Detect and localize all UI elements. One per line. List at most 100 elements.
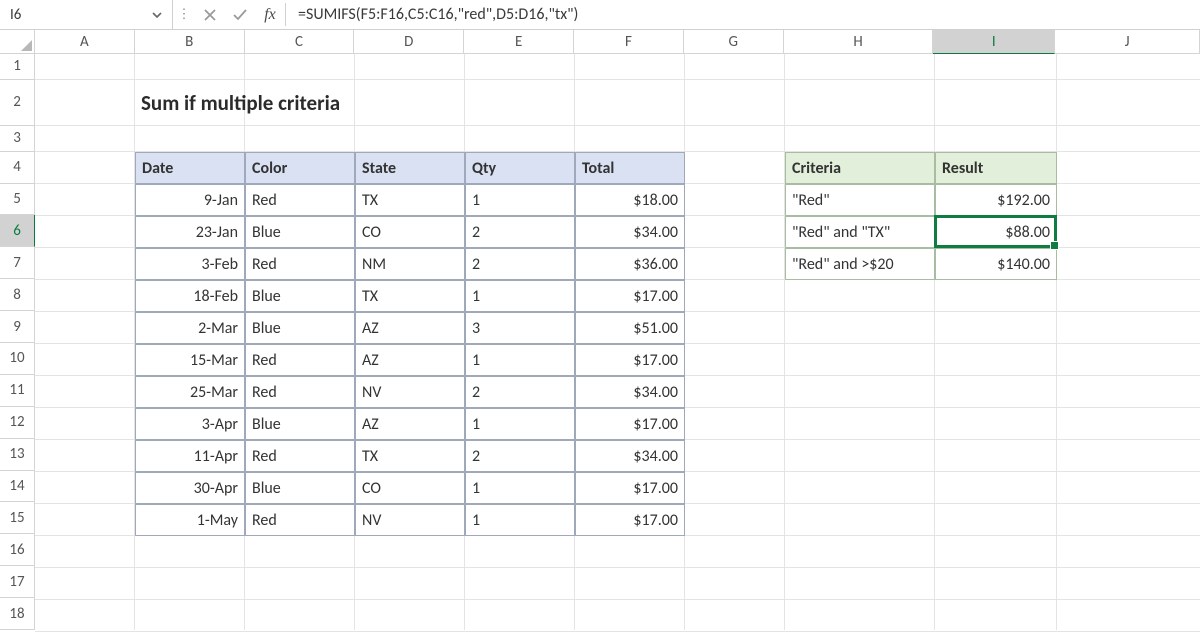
- formula-input[interactable]: =SUMIFS(F5:F16,C5:C16,"red",D5:D16,"tx"): [286, 0, 1200, 29]
- row-header-1[interactable]: 1: [0, 54, 35, 80]
- cell-E9[interactable]: 3: [465, 312, 575, 344]
- cell-E15[interactable]: 1: [465, 504, 575, 536]
- cell-D13[interactable]: TX: [355, 440, 465, 472]
- cell-B10[interactable]: 15-Mar: [135, 344, 245, 376]
- cell-D14[interactable]: CO: [355, 472, 465, 504]
- cell-H4[interactable]: Criteria: [785, 152, 935, 184]
- column-header-F[interactable]: F: [574, 30, 684, 54]
- row-header-11[interactable]: 11: [0, 375, 35, 407]
- cell-F11[interactable]: $34.00: [575, 376, 685, 408]
- cell-B12[interactable]: 3-Apr: [135, 408, 245, 440]
- cell-E8[interactable]: 1: [465, 280, 575, 312]
- row-header-9[interactable]: 9: [0, 311, 35, 343]
- cell-F9[interactable]: $51.00: [575, 312, 685, 344]
- cell-E7[interactable]: 2: [465, 248, 575, 280]
- column-header-E[interactable]: E: [464, 30, 574, 54]
- cell-C15[interactable]: Red: [245, 504, 355, 536]
- cell-D11[interactable]: NV: [355, 376, 465, 408]
- cell-D4[interactable]: State: [355, 152, 465, 184]
- cell-B11[interactable]: 25-Mar: [135, 376, 245, 408]
- cell-E10[interactable]: 1: [465, 344, 575, 376]
- cell-B15[interactable]: 1-May: [135, 504, 245, 536]
- cell-F14[interactable]: $17.00: [575, 472, 685, 504]
- column-header-G[interactable]: G: [684, 30, 784, 54]
- cell-C7[interactable]: Red: [245, 248, 355, 280]
- cell-C4[interactable]: Color: [245, 152, 355, 184]
- cell-grid[interactable]: Sum if multiple criteria DateColorStateQt…: [35, 54, 1200, 630]
- cell-E12[interactable]: 1: [465, 408, 575, 440]
- column-header-A[interactable]: A: [35, 30, 135, 54]
- cell-F10[interactable]: $17.00: [575, 344, 685, 376]
- cell-E11[interactable]: 2: [465, 376, 575, 408]
- fx-icon[interactable]: fx: [255, 0, 285, 29]
- cell-D8[interactable]: TX: [355, 280, 465, 312]
- cell-E5[interactable]: 1: [465, 184, 575, 216]
- cell-D12[interactable]: AZ: [355, 408, 465, 440]
- cell-B8[interactable]: 18-Feb: [135, 280, 245, 312]
- cell-F5[interactable]: $18.00: [575, 184, 685, 216]
- column-header-I[interactable]: I: [933, 30, 1055, 54]
- select-all-corner[interactable]: [0, 30, 35, 54]
- cell-C5[interactable]: Red: [245, 184, 355, 216]
- row-header-18[interactable]: 18: [0, 598, 35, 630]
- cell-D6[interactable]: CO: [355, 216, 465, 248]
- cell-H6[interactable]: "Red" and "TX": [785, 216, 935, 248]
- column-header-D[interactable]: D: [354, 30, 464, 54]
- row-header-13[interactable]: 13: [0, 439, 35, 471]
- cell-I4[interactable]: Result: [935, 152, 1057, 184]
- row-header-5[interactable]: 5: [0, 184, 35, 216]
- cell-B13[interactable]: 11-Apr: [135, 440, 245, 472]
- row-header-15[interactable]: 15: [0, 502, 35, 534]
- cell-D7[interactable]: NM: [355, 248, 465, 280]
- cell-D15[interactable]: NV: [355, 504, 465, 536]
- cell-E4[interactable]: Qty: [465, 152, 575, 184]
- cell-C8[interactable]: Blue: [245, 280, 355, 312]
- cell-F7[interactable]: $36.00: [575, 248, 685, 280]
- row-header-4[interactable]: 4: [0, 152, 35, 184]
- cell-B2[interactable]: Sum if multiple criteria: [135, 80, 575, 126]
- row-header-3[interactable]: 3: [0, 126, 35, 152]
- accept-formula-icon[interactable]: [225, 0, 255, 29]
- row-header-2[interactable]: 2: [0, 80, 35, 126]
- name-box-container[interactable]: I6: [0, 0, 173, 29]
- cell-F15[interactable]: $17.00: [575, 504, 685, 536]
- column-header-C[interactable]: C: [245, 30, 355, 54]
- cell-H5[interactable]: "Red": [785, 184, 935, 216]
- cell-B6[interactable]: 23-Jan: [135, 216, 245, 248]
- row-header-7[interactable]: 7: [0, 247, 35, 279]
- cell-I6[interactable]: $88.00: [935, 216, 1057, 248]
- cell-E14[interactable]: 1: [465, 472, 575, 504]
- cell-C13[interactable]: Red: [245, 440, 355, 472]
- cell-F8[interactable]: $17.00: [575, 280, 685, 312]
- cell-C9[interactable]: Blue: [245, 312, 355, 344]
- cell-F6[interactable]: $34.00: [575, 216, 685, 248]
- cell-C6[interactable]: Blue: [245, 216, 355, 248]
- cell-C12[interactable]: Blue: [245, 408, 355, 440]
- cell-D5[interactable]: TX: [355, 184, 465, 216]
- cell-C14[interactable]: Blue: [245, 472, 355, 504]
- cell-B7[interactable]: 3-Feb: [135, 248, 245, 280]
- column-header-J[interactable]: J: [1055, 30, 1200, 54]
- cell-E13[interactable]: 2: [465, 440, 575, 472]
- cell-B9[interactable]: 2-Mar: [135, 312, 245, 344]
- cell-F4[interactable]: Total: [575, 152, 685, 184]
- cell-B14[interactable]: 30-Apr: [135, 472, 245, 504]
- cell-F12[interactable]: $17.00: [575, 408, 685, 440]
- cell-E6[interactable]: 2: [465, 216, 575, 248]
- cell-I5[interactable]: $192.00: [935, 184, 1057, 216]
- cell-I7[interactable]: $140.00: [935, 248, 1057, 280]
- cell-B4[interactable]: Date: [135, 152, 245, 184]
- name-box-dropdown-icon[interactable]: [148, 6, 166, 24]
- row-header-6[interactable]: 6: [0, 215, 35, 247]
- cell-H7[interactable]: "Red" and >$20: [785, 248, 935, 280]
- cancel-formula-icon[interactable]: [195, 0, 225, 29]
- cell-D9[interactable]: AZ: [355, 312, 465, 344]
- cell-B5[interactable]: 9-Jan: [135, 184, 245, 216]
- row-header-12[interactable]: 12: [0, 407, 35, 439]
- cell-C10[interactable]: Red: [245, 344, 355, 376]
- name-box[interactable]: I6: [10, 6, 148, 24]
- cell-C11[interactable]: Red: [245, 376, 355, 408]
- row-header-10[interactable]: 10: [0, 343, 35, 375]
- row-header-14[interactable]: 14: [0, 471, 35, 503]
- cell-D10[interactable]: AZ: [355, 344, 465, 376]
